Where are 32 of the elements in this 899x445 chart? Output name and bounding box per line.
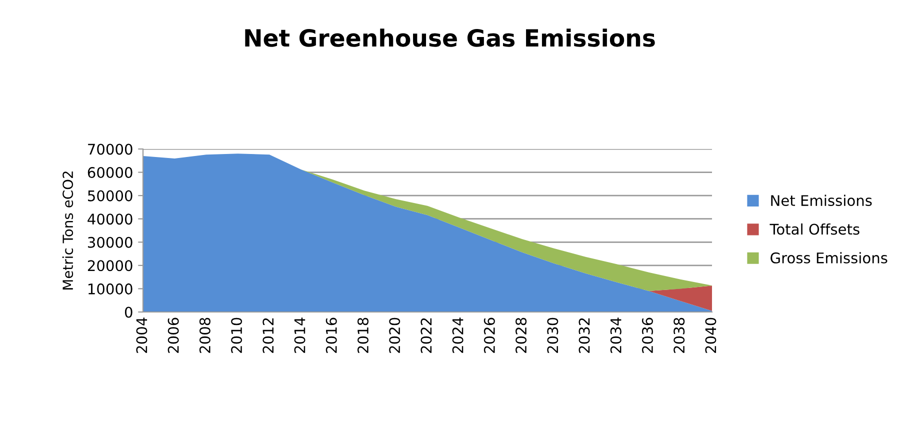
- x-tick-label: 2020: [389, 318, 400, 353]
- y-tick-label: 30000: [88, 236, 132, 248]
- y-tick-label: 60000: [88, 167, 132, 178]
- y-tick-label: 40000: [88, 214, 132, 225]
- y-tick-label: 20000: [88, 260, 132, 272]
- x-tick-label: 2004: [136, 318, 148, 353]
- y-tick-label: 0: [124, 306, 132, 318]
- chart-title: Net Greenhouse Gas Emissions: [245, 28, 655, 47]
- x-tick-label: 2030: [547, 318, 558, 353]
- x-tick-label: 2010: [231, 318, 242, 353]
- x-tick-label: 2032: [578, 318, 590, 353]
- y-tick-label: 50000: [88, 190, 132, 202]
- x-tick-label: 2038: [674, 318, 685, 353]
- x-tick-label: 2006: [168, 318, 179, 353]
- y-tick-label: 70000: [88, 144, 132, 155]
- x-tick-label: 2034: [610, 318, 622, 353]
- legend-label: Net Emissions: [771, 194, 872, 206]
- legend-label: Total Offsets: [770, 223, 860, 235]
- x-tick-label: 2018: [357, 318, 369, 353]
- x-tick-label: 2008: [199, 318, 210, 353]
- x-tick-label: 2016: [326, 318, 337, 353]
- x-tick-label: 2022: [420, 318, 432, 353]
- x-tick-label: 2014: [294, 318, 306, 353]
- x-tick-label: 2026: [484, 318, 495, 353]
- x-tick-label: 2040: [705, 318, 716, 353]
- legend-label: Gross Emissions: [770, 252, 888, 264]
- x-tick-label: 2024: [452, 318, 464, 353]
- x-tick-label: 2028: [516, 318, 527, 353]
- y-axis-title: Metric Tons eCO2: [62, 172, 74, 290]
- x-tick-label: 2036: [642, 318, 654, 353]
- x-tick-label: 2012: [262, 318, 274, 353]
- y-tick-label: 10000: [88, 283, 132, 294]
